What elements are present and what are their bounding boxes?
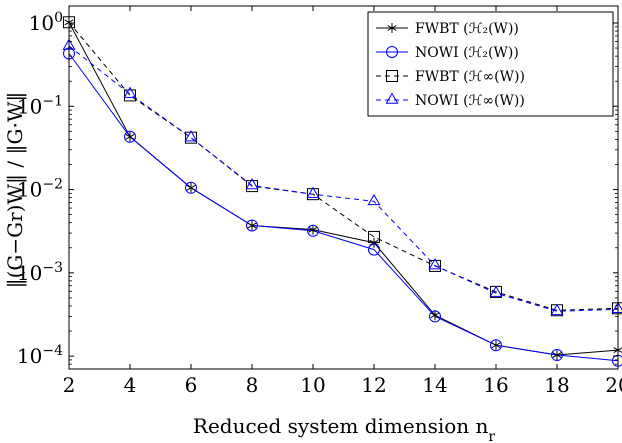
star-stroke [125, 133, 135, 140]
series-3-point [124, 89, 136, 102]
x-tick-label: 20 [605, 373, 622, 397]
series-2-point [490, 339, 502, 352]
x-tick-label: 14 [422, 373, 447, 397]
series-4-point [428, 258, 442, 270]
legend-label-3: FWBT (ℋ∞(W)) [415, 69, 525, 85]
series-3-point [429, 259, 441, 272]
marker-layer [62, 16, 622, 367]
legend-marker-3 [386, 70, 398, 82]
legend-marker-2 [386, 46, 398, 58]
x-tick-label: 8 [246, 373, 259, 397]
legend-label-4: NOWI (ℋ∞(W)) [415, 93, 525, 109]
series-3-point [368, 230, 380, 243]
star-stroke [491, 342, 501, 349]
y-axis-label: ‖(G−Gr)W‖ / ‖G·W‖ [3, 92, 28, 289]
series-4-point [123, 86, 137, 98]
x-tick-label: 16 [483, 373, 508, 397]
x-tick-label: 12 [361, 373, 386, 397]
series-4-point [306, 186, 320, 198]
legend-marker-1 [387, 23, 397, 33]
series-1-point [552, 350, 562, 361]
star-stroke [552, 352, 562, 358]
x-tick-label: 10 [300, 373, 325, 397]
series-4-point [367, 193, 381, 206]
y-tick-label: 10−1 [17, 93, 63, 118]
series-2-point [185, 181, 197, 194]
star-stroke [186, 184, 196, 191]
y-axis-label-text: ‖(G−Gr)W‖ / ‖G·W‖ [3, 92, 28, 289]
series-layer [68, 21, 619, 362]
series-1-point [430, 310, 440, 321]
legend: FWBT (ℋ₂(W)) NOWI (ℋ₂(W)) FWBT (ℋ∞(W)) NOWI… [367, 11, 614, 117]
x-tick-label: 4 [124, 373, 137, 397]
series-1-point [491, 340, 501, 351]
x-axis-label: Reduced system dimension nr [193, 414, 496, 443]
legend-label-1: FWBT (ℋ₂(W)) [415, 21, 519, 37]
x-tick-label: 18 [544, 373, 569, 397]
legend-label-2: NOWI (ℋ₂(W)) [415, 45, 519, 61]
series-4-point [184, 130, 198, 142]
x-tick-label: 6 [185, 373, 198, 397]
x-tick-label: 2 [63, 373, 76, 397]
legend-box [367, 11, 614, 117]
series-2-point [429, 310, 441, 323]
series-2-point [551, 349, 563, 362]
y-tick-label: 100 [29, 10, 63, 35]
star-stroke [387, 25, 397, 31]
series-1-point [186, 182, 196, 193]
plot-frame [68, 5, 619, 370]
series-line-4 [68, 45, 619, 312]
ticks-layer: 2 4 6 8 10 12 14 16 18 20 100 10−1 10−2 10−3 10−4 [17, 6, 622, 397]
series-1-point [308, 224, 318, 235]
series-2-point [246, 219, 258, 232]
series-2-point [124, 130, 136, 143]
series-line-3 [68, 21, 619, 311]
series-1-point [247, 220, 257, 231]
series-1-point [125, 131, 135, 142]
y-tick-label: 10−4 [17, 343, 63, 368]
series-3-point [246, 180, 258, 193]
series-2-point [307, 224, 319, 237]
series-4-point [245, 177, 259, 190]
series-2-point [368, 243, 380, 256]
star-stroke [247, 222, 257, 229]
y-tick-label: 10−3 [17, 260, 63, 285]
series-4-point [550, 303, 564, 316]
legend-marker-4 [385, 92, 399, 104]
series-4-point [489, 285, 503, 297]
y-tick-label: 10−2 [17, 177, 63, 202]
series-line-2 [68, 53, 619, 362]
star-stroke [308, 226, 318, 233]
series-4-point [611, 301, 622, 314]
star-stroke [430, 312, 440, 319]
